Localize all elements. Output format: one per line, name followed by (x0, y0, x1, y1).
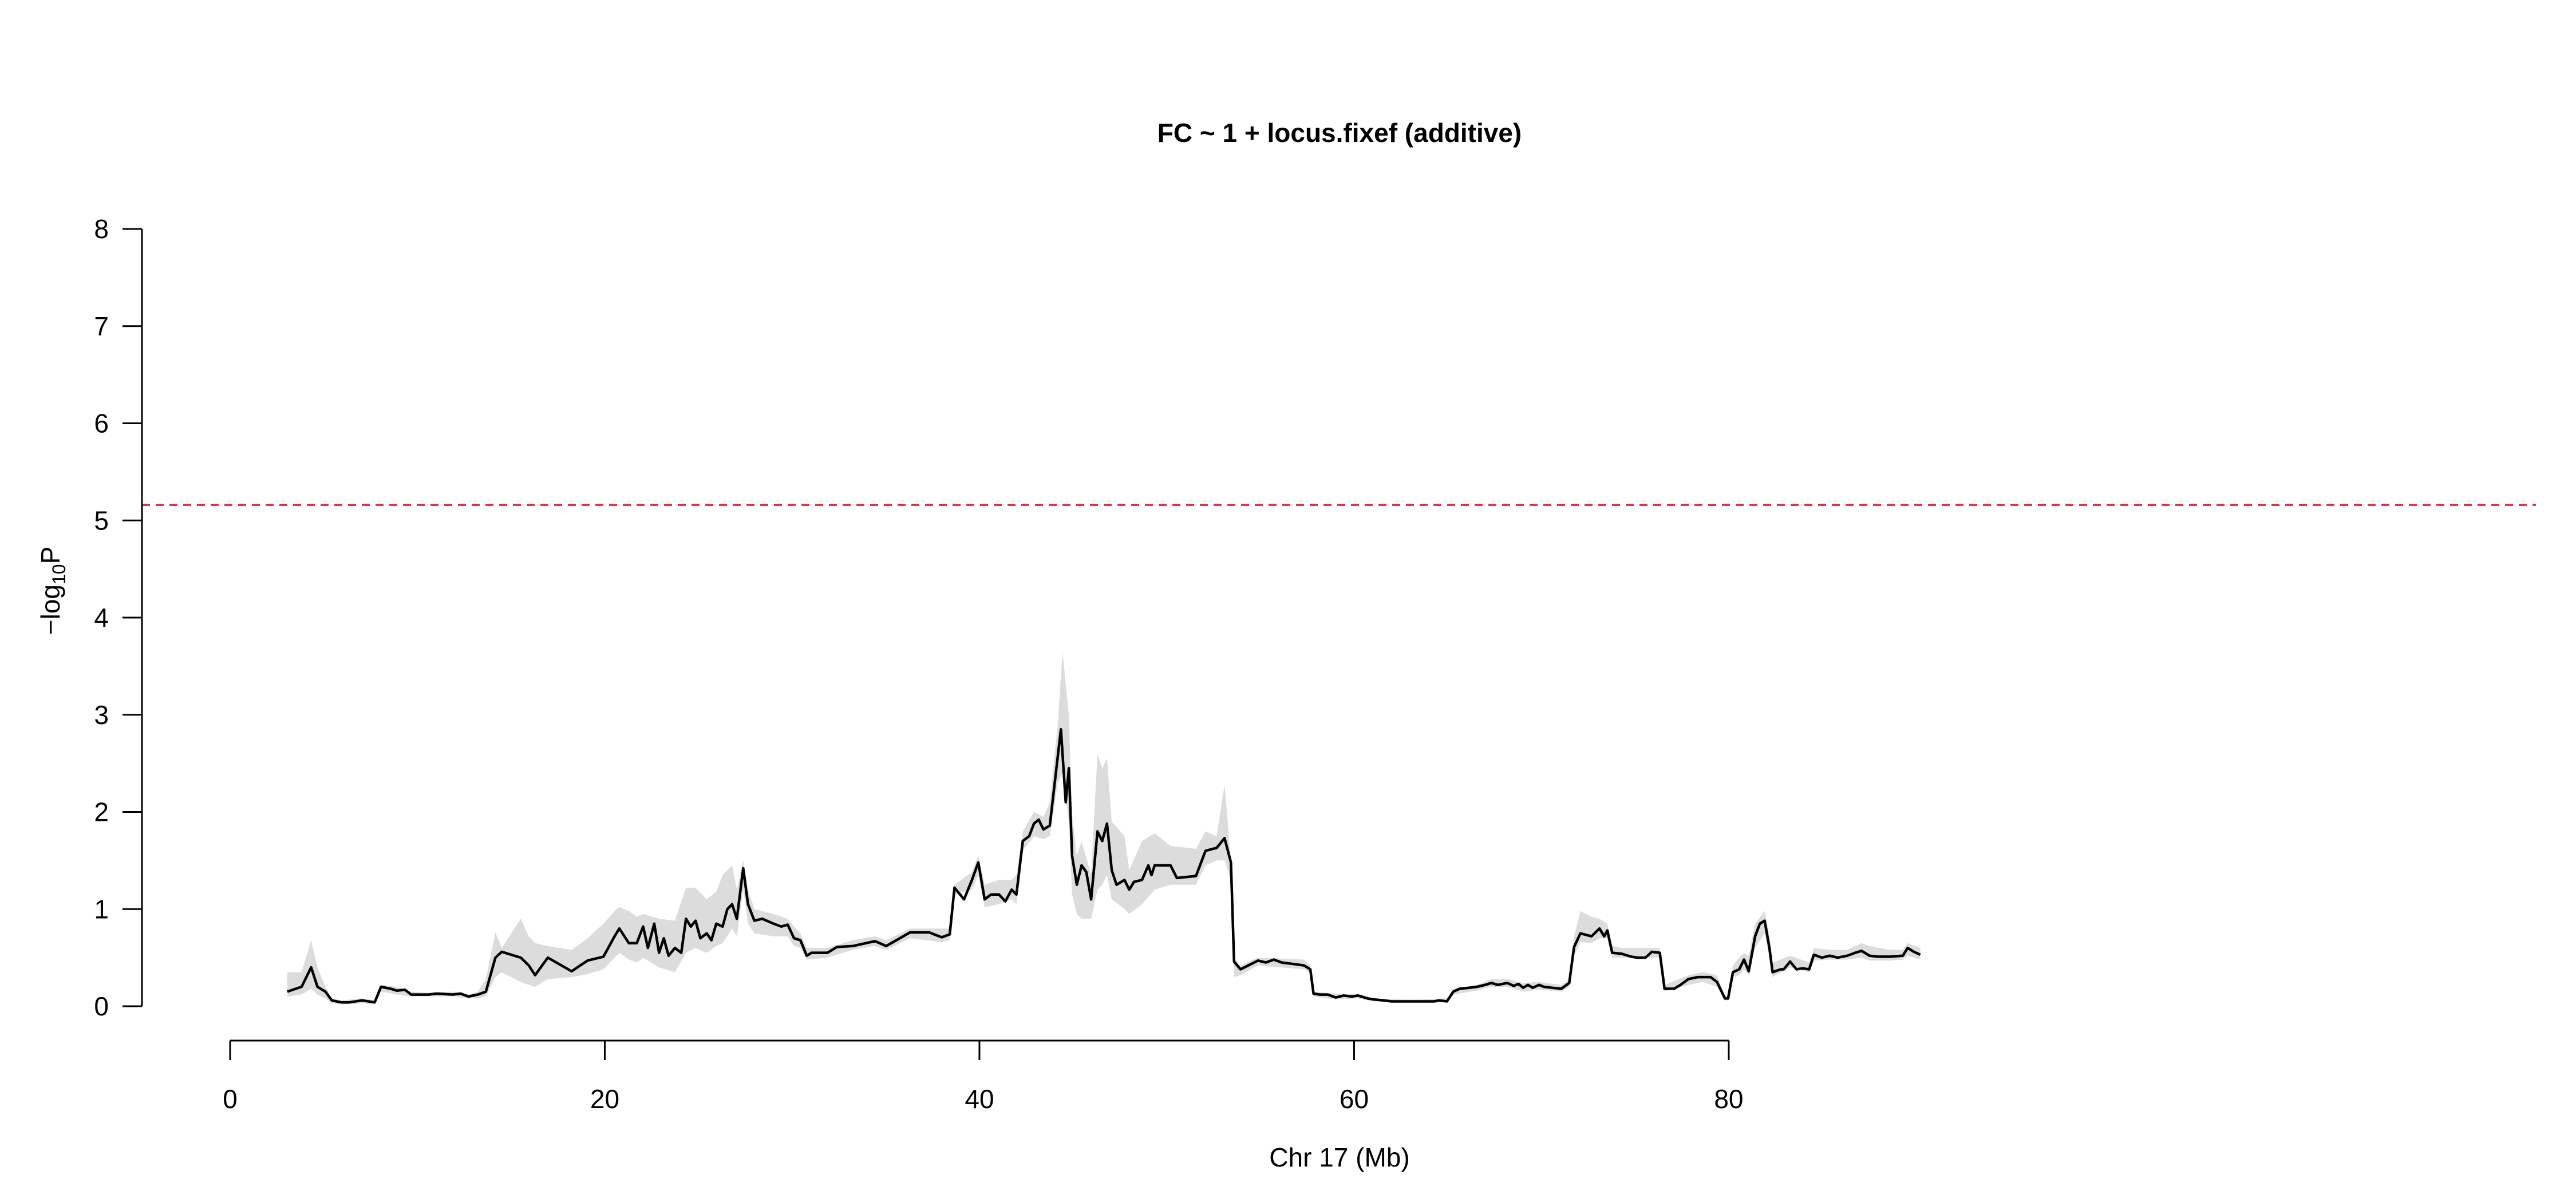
y-axis-label-subscript: 10 (49, 564, 69, 584)
x-tick-label: 40 (965, 1084, 994, 1114)
confidence-band (287, 651, 1921, 1005)
y-axis-label: −log10P (35, 547, 69, 635)
y-tick-label: 3 (94, 700, 109, 730)
y-tick-label: 5 (94, 505, 109, 535)
y-tick-label: 8 (94, 214, 109, 244)
x-axis-label: Chr 17 (Mb) (1269, 1142, 1409, 1172)
chart-title: FC ~ 1 + locus.fixef (additive) (1157, 118, 1522, 148)
x-tick-label: 0 (223, 1084, 238, 1114)
y-axis-label-end: P (35, 547, 65, 564)
y-tick-label: 6 (94, 409, 109, 438)
y-tick-label: 2 (94, 797, 109, 827)
y-tick-label: 7 (94, 311, 109, 341)
x-tick-label: 60 (1340, 1084, 1369, 1114)
y-tick-label: 1 (94, 894, 109, 924)
x-tick-label: 80 (1714, 1084, 1743, 1114)
series-line (287, 727, 1921, 1004)
y-tick-label: 0 (94, 991, 109, 1021)
series-line-layer (287, 727, 1921, 1004)
confidence-band-layer (287, 651, 1921, 1005)
y-axis: 0 1 2 3 4 5 6 7 8 (94, 214, 143, 1021)
y-tick-label: 4 (94, 603, 109, 632)
y-axis-label-main: −log (35, 584, 65, 635)
x-axis: 0 20 40 60 80 (223, 1039, 1744, 1114)
x-tick-label: 20 (590, 1084, 619, 1114)
